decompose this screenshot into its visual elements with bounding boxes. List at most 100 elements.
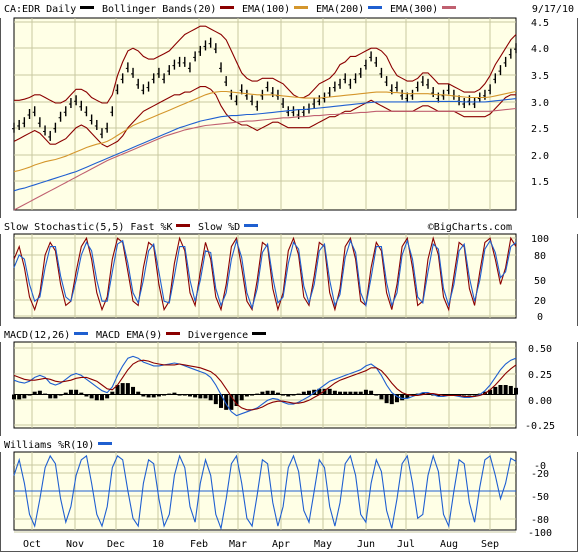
legend-label: MACD EMA(9) (96, 330, 162, 341)
divergence-bar (105, 394, 110, 399)
divergence-bar (162, 394, 167, 396)
y-tick-label: 0 (537, 312, 543, 323)
divergence-bar (27, 394, 32, 396)
x-month-label: Dec (107, 539, 125, 550)
divergence-bar (22, 394, 27, 399)
divergence-bar (79, 392, 84, 395)
legend-swatch (80, 6, 94, 9)
divergence-bar (488, 389, 493, 395)
divergence-bar (322, 388, 327, 395)
divergence-bar (68, 389, 73, 395)
plot-area-macd (13, 341, 517, 429)
y-tick-label: -100 (528, 528, 552, 539)
divergence-bar (281, 394, 286, 396)
divergence-bar (99, 394, 104, 401)
series-line-bb-lower (13, 86, 516, 148)
y-tick-label: -80 (531, 515, 549, 526)
divergence-bar (348, 391, 353, 395)
divergence-bar (244, 394, 249, 397)
y-tick-label: 20 (534, 296, 546, 307)
legend-swatch (166, 332, 180, 335)
x-month-label: 10 (152, 539, 164, 550)
divergence-bar (53, 394, 58, 399)
plot-area-price (13, 17, 517, 211)
divergence-bar (219, 394, 224, 408)
divergence-bar (291, 394, 296, 396)
divergence-bar (332, 390, 337, 395)
divergence-bar (472, 394, 477, 396)
legend-swatch (294, 6, 308, 9)
legend-label: CA:EDR Daily (4, 4, 76, 15)
divergence-bar (286, 394, 291, 397)
legend-label: Williams %R(10) (4, 440, 94, 451)
divergence-bar (229, 394, 234, 410)
x-month-label: Jul (397, 539, 415, 550)
y-tick-label: 4.5 (531, 18, 549, 29)
divergence-bar (467, 394, 472, 396)
panel-header-macd (0, 326, 579, 342)
y-tick-label: 0.00 (528, 396, 552, 407)
divergence-bar (317, 388, 322, 395)
panel-header-price (0, 0, 579, 18)
divergence-bar (353, 391, 358, 395)
divergence-bar (420, 392, 425, 395)
divergence-bar (146, 394, 151, 398)
series-line-macd-12-26- (13, 355, 517, 417)
divergence-bar (177, 394, 182, 396)
divergence-bar (136, 391, 141, 395)
watermark: ©BigCharts.com (428, 222, 512, 233)
divergence-bar (198, 394, 203, 399)
divergence-bar (503, 385, 508, 395)
series-line-ema-300- (13, 107, 517, 211)
y-tick-label: 50 (534, 276, 546, 287)
divergence-bar (394, 394, 399, 403)
divergence-bar (493, 386, 498, 395)
divergence-bar (234, 394, 239, 407)
divergence-bar (358, 391, 363, 395)
series-line-ema-100- (13, 90, 517, 173)
divergence-bar (343, 391, 348, 395)
legend-swatch (74, 332, 88, 335)
divergence-bar (224, 394, 229, 410)
divergence-bar (379, 394, 384, 400)
divergence-bar (436, 394, 441, 397)
divergence-bar (250, 394, 255, 396)
y-tick-label: 3.5 (531, 71, 549, 82)
divergence-bar (498, 385, 503, 395)
y-tick-label: 4.0 (531, 44, 549, 55)
divergence-bar (151, 394, 156, 398)
divergence-bar (514, 387, 518, 395)
divergence-bar (260, 391, 265, 395)
legend-label: EMA(100) (242, 4, 290, 15)
legend-label: EMA(200) (316, 4, 364, 15)
divergence-bar (296, 393, 301, 395)
divergence-bar (213, 394, 218, 405)
legend-label: Bollinger Bands(20) (102, 4, 216, 15)
y-tick-label: -0 (534, 461, 546, 472)
legend-label: EMA(300) (390, 4, 438, 15)
divergence-bar (89, 394, 94, 399)
divergence-bar (141, 394, 146, 397)
divergence-bar (156, 394, 161, 397)
divergence-bar (374, 394, 379, 396)
divergence-bar (203, 394, 208, 399)
divergence-bar (48, 394, 53, 399)
divergence-bar (255, 393, 260, 395)
x-month-label: Sep (481, 539, 499, 550)
divergence-bar (84, 394, 89, 397)
legend-swatch (98, 442, 112, 445)
legend-swatch (252, 332, 266, 335)
y-tick-label: 0.50 (528, 344, 552, 355)
divergence-bar (43, 393, 48, 395)
divergence-bar (187, 394, 192, 397)
divergence-bar (208, 394, 213, 401)
x-month-label: Oct (23, 539, 41, 550)
divergence-bar (384, 394, 389, 404)
y-tick-label: 1.5 (531, 177, 549, 188)
y-tick-label: -50 (531, 492, 549, 503)
series-line-slow-d (13, 238, 517, 310)
x-month-label: Apr (272, 539, 290, 550)
divergence-bar (167, 393, 172, 395)
divergence-bar (400, 394, 405, 401)
